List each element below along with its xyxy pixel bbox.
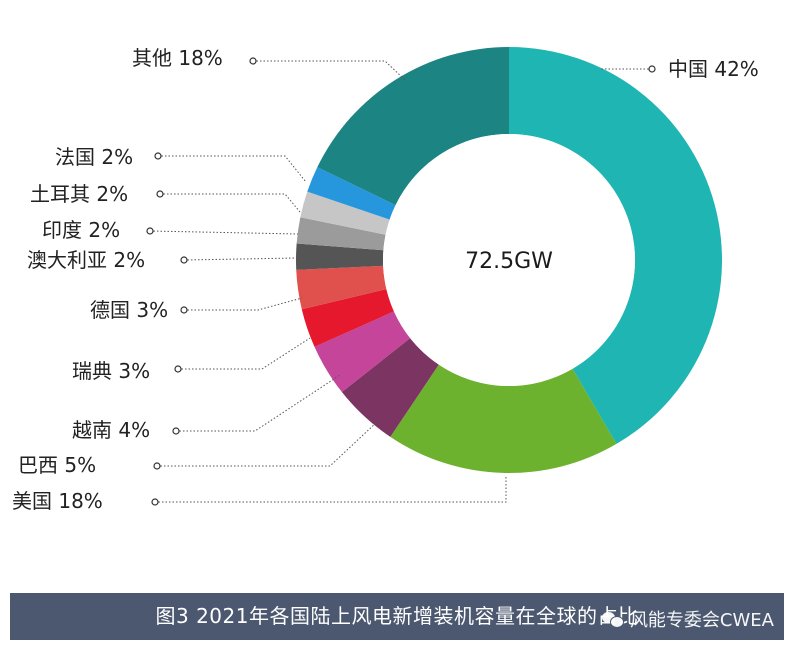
figure-caption-bar: 图3 2021年各国陆上风电新增装机容量在全球的占比 [10, 593, 784, 640]
slice-2 [341, 338, 439, 437]
slice-label-8: 土耳其 2% [30, 182, 128, 206]
watermark: 风能专委会CWEA [601, 606, 774, 632]
leader-line-3 [176, 374, 341, 432]
leader-dot-3 [172, 427, 180, 435]
leader-line-2 [157, 420, 379, 467]
slice-3 [314, 311, 411, 393]
leader-line-6 [183, 257, 298, 261]
leader-dot-9 [154, 152, 162, 160]
slice-label-4: 瑞典 3% [72, 359, 150, 383]
slice-10 [317, 47, 509, 206]
watermark-text: 风能专委会CWEA [629, 610, 774, 631]
leader-dot-8 [156, 190, 164, 198]
slice-5 [296, 265, 387, 310]
leader-line-5 [184, 297, 303, 311]
center-total-label: 72.5GW [465, 249, 553, 274]
slice-9 [307, 167, 396, 220]
slice-label-0: 中国 42% [668, 57, 759, 81]
leader-dot-5 [180, 306, 188, 314]
leader-line-9 [158, 155, 307, 183]
leader-dot-10 [249, 57, 257, 65]
slice-1 [390, 364, 617, 473]
slice-label-3: 越南 4% [72, 418, 150, 442]
leader-dot-2 [153, 462, 161, 470]
slice-label-5: 德国 3% [90, 298, 168, 322]
slice-labels: 中国 42% 美国 18% 巴西 5% 越南 4% 瑞典 3% 德国 3% 澳大利亚 2% 印… [12, 46, 759, 513]
donut-slices [296, 47, 722, 473]
slice-label-10: 其他 18% [132, 46, 223, 70]
leader-dot-0 [648, 65, 656, 73]
leader-line-1 [155, 475, 507, 503]
figure-caption: 图3 2021年各国陆上风电新增装机容量在全球的占比 [155, 604, 639, 628]
slice-label-6: 澳大利亚 2% [27, 248, 145, 272]
leader-dot-4 [174, 365, 182, 373]
slice-4 [301, 289, 394, 347]
slice-6 [296, 243, 384, 270]
donut-hole [383, 134, 635, 386]
leader-dot-6 [180, 256, 188, 264]
slice-label-2: 巴西 5% [18, 453, 96, 477]
slice-label-1: 美国 18% [12, 489, 103, 513]
wechat-icon [601, 610, 624, 628]
slice-label-9: 法国 2% [55, 145, 133, 169]
leader-dot-1 [151, 498, 159, 506]
leader-lines [146, 57, 656, 506]
leader-line-10 [253, 60, 406, 81]
slice-label-7: 印度 2% [42, 218, 120, 242]
leader-line-8 [160, 193, 301, 213]
slice-8 [300, 191, 390, 235]
leader-dot-7 [146, 227, 154, 235]
slice-0 [509, 47, 722, 444]
leader-line-4 [178, 337, 311, 370]
leader-line-7 [149, 230, 299, 235]
slice-7 [296, 217, 386, 251]
